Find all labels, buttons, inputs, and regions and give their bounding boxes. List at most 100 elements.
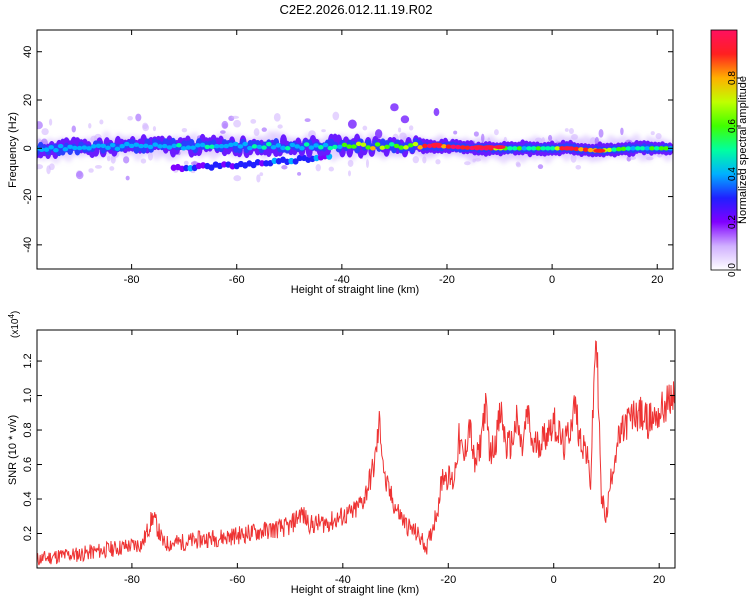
ridge-core-mark — [521, 146, 528, 151]
ridge-core-mark — [379, 145, 386, 150]
ridge-core-mark — [412, 141, 419, 147]
speckle-mark — [650, 131, 655, 136]
ridge-core-mark — [374, 142, 381, 147]
ridge-core-mark — [384, 144, 390, 150]
ridge-core-mark — [43, 147, 50, 152]
ridge-core-mark — [232, 141, 239, 147]
speckle-mark — [347, 159, 354, 167]
y-tick-label: 1.2 — [22, 353, 34, 368]
ridge-peak-mark — [493, 145, 506, 150]
lower-branch-mark — [208, 164, 215, 171]
snr-series-line — [37, 340, 675, 566]
ridge-core-mark — [507, 146, 513, 151]
speckle-mark — [37, 121, 43, 130]
ridge-core-mark — [213, 144, 220, 149]
spectrogram-ylabel: Frequency (Hz) — [7, 112, 19, 188]
ridge-core-mark — [72, 145, 78, 151]
ridge-core-mark — [119, 143, 125, 149]
snr-background — [37, 330, 675, 568]
speckle-mark — [304, 118, 311, 123]
speckle-mark — [181, 127, 188, 133]
speckle-mark — [589, 137, 597, 146]
ridge-core-mark — [530, 146, 537, 151]
ridge-core-mark — [62, 147, 69, 152]
speckle-mark — [534, 137, 543, 143]
ridge-core-mark — [228, 142, 234, 148]
speckle-mark — [106, 155, 111, 162]
ridge-core-mark — [407, 143, 414, 148]
speckle-mark — [453, 130, 458, 135]
snr-y-ticks: 0.2 0.4 0.6 0.8 1.0 1.2 — [22, 353, 675, 541]
snr-x-ticks: -80 -60 -40 -20 0 20 — [124, 330, 665, 586]
ridge-core-mark — [256, 144, 263, 150]
speckle-mark — [123, 156, 130, 164]
speckle-mark — [408, 125, 414, 131]
lower-branch-mark — [221, 161, 228, 168]
ridge-core-mark — [663, 146, 669, 151]
speckle-mark — [398, 127, 402, 133]
speckle-mark — [48, 118, 53, 126]
ridge-core-mark — [133, 142, 140, 147]
ridge-core-mark — [303, 142, 310, 147]
speckle-mark — [464, 161, 471, 166]
ridge-core-mark — [540, 146, 546, 151]
ridge-core-mark — [105, 145, 111, 151]
y-tick-label: 0 — [22, 145, 34, 151]
speckle-mark — [48, 163, 55, 171]
ridge-core-mark — [625, 146, 632, 151]
y-tick-label: 0.2 — [22, 526, 34, 541]
speckle-mark — [362, 125, 368, 131]
ridge-core-mark — [516, 146, 523, 151]
ridge-core-mark — [237, 144, 244, 149]
speckle-mark — [147, 152, 153, 161]
speckle-mark — [571, 133, 579, 140]
upper-blob-mark — [400, 115, 410, 124]
ridge-core-mark — [616, 147, 622, 152]
speckle-mark — [71, 125, 76, 133]
speckle-mark — [125, 175, 130, 181]
ridge-core-mark — [417, 145, 423, 150]
ridge-core-mark — [242, 141, 248, 147]
ridge-core-mark — [464, 145, 471, 150]
ridge-core-mark — [90, 144, 97, 149]
spectrogram-marks — [37, 103, 673, 183]
ridge-core-mark — [388, 142, 395, 147]
speckle-mark — [515, 161, 521, 167]
y-tick-label: -20 — [22, 189, 34, 205]
speckle-mark — [412, 156, 420, 164]
ridge-core-mark — [630, 146, 636, 151]
ridge-core-mark — [261, 145, 267, 150]
snr-multiplier: (x104) — [7, 311, 21, 338]
upper-blob-mark — [390, 103, 399, 112]
ridge-core-mark — [355, 141, 362, 147]
ridge-core-mark — [114, 146, 121, 152]
speckle-mark — [365, 159, 369, 168]
snr-panel: -80 -60 -40 -20 0 20 0.2 0.4 0.6 0.8 1.0 1.2 Heigh… — [7, 311, 676, 596]
ridge-core-mark — [346, 144, 353, 149]
ridge-core-mark — [270, 145, 277, 150]
speckle-mark — [564, 128, 569, 132]
colorbar-tick-label: 0.0 — [727, 263, 738, 277]
ridge-core-mark — [76, 145, 83, 151]
ridge-core-mark — [526, 146, 532, 151]
speckle-mark — [281, 165, 288, 170]
speckle-mark — [99, 119, 104, 125]
ridge-core-mark — [365, 145, 371, 150]
ridge-core-mark — [634, 146, 641, 151]
x-tick-label: -20 — [439, 274, 455, 286]
lower-branch-mark — [183, 164, 190, 172]
speckle-mark — [474, 157, 482, 162]
ridge-core-mark — [403, 145, 409, 150]
colorbar-tick-label: 0.6 — [727, 119, 738, 133]
lower-branch-mark — [258, 160, 265, 167]
ridge-core-mark — [147, 144, 154, 150]
ridge-core-mark — [573, 146, 580, 152]
speckle-mark — [41, 128, 49, 136]
speckle-mark — [620, 127, 624, 136]
ridge-core-mark — [86, 146, 92, 151]
speckle-mark — [645, 156, 654, 161]
ridge-core-mark — [128, 143, 135, 149]
speckle-mark — [135, 113, 142, 122]
y-tick-label: 20 — [22, 94, 34, 106]
speckle-mark — [273, 113, 281, 122]
